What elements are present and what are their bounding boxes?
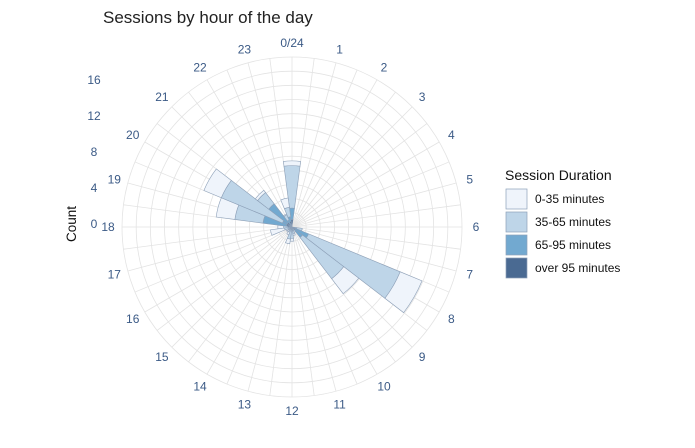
hour-label: 1 bbox=[336, 42, 343, 56]
hour-label: 9 bbox=[419, 350, 426, 364]
legend: Session Duration 0-35 minutes 35-65 minut… bbox=[505, 167, 620, 278]
hour-label: 13 bbox=[238, 398, 252, 412]
grid-spoke bbox=[292, 107, 412, 227]
legend-swatch bbox=[506, 189, 527, 209]
grid-spoke bbox=[292, 162, 449, 227]
grid-spoke bbox=[292, 205, 461, 227]
radial-ticks: 0 4 8 12 16 bbox=[87, 73, 101, 231]
bar-segment bbox=[285, 238, 290, 244]
grid-spoke bbox=[292, 227, 314, 396]
hour-label: 5 bbox=[466, 172, 473, 186]
bars-layer bbox=[204, 161, 422, 313]
bar-segment bbox=[283, 161, 300, 166]
hour-label: 12 bbox=[285, 404, 299, 418]
hour-label: 14 bbox=[193, 379, 207, 393]
bar-segment bbox=[281, 198, 290, 209]
grid-spoke bbox=[145, 227, 292, 312]
hour-label: 22 bbox=[193, 61, 207, 75]
radial-tick-label: 12 bbox=[87, 109, 101, 123]
legend-swatch bbox=[506, 258, 527, 278]
hour-label: 16 bbox=[126, 312, 140, 326]
grid-spoke bbox=[123, 227, 292, 249]
legend-label: 35-65 minutes bbox=[535, 215, 611, 229]
hour-label: 10 bbox=[377, 379, 391, 393]
legend-swatch bbox=[506, 212, 527, 232]
hour-label: 11 bbox=[333, 398, 346, 412]
hour-label: 7 bbox=[466, 268, 473, 282]
grid-spoke bbox=[292, 80, 377, 227]
radial-axis-title: Count bbox=[64, 206, 79, 242]
hour-label: 2 bbox=[381, 61, 388, 75]
grid-spoke bbox=[292, 142, 439, 227]
hour-label: 21 bbox=[155, 90, 169, 104]
grid-spoke bbox=[135, 227, 292, 292]
hour-label: 0/24 bbox=[280, 36, 304, 50]
grid-spoke bbox=[292, 70, 357, 227]
radial-tick-label: 8 bbox=[91, 145, 98, 159]
grid-spoke bbox=[270, 227, 292, 396]
hour-label: 15 bbox=[155, 350, 169, 364]
hour-label: 23 bbox=[238, 42, 252, 56]
hour-label: 6 bbox=[473, 220, 480, 234]
legend-label: 0-35 minutes bbox=[535, 192, 604, 206]
hour-label: 18 bbox=[101, 220, 115, 234]
hour-label: 4 bbox=[448, 128, 455, 142]
radial-tick-label: 16 bbox=[87, 73, 101, 87]
legend-label: 65-95 minutes bbox=[535, 238, 611, 252]
grid-spoke bbox=[172, 227, 292, 347]
legend-swatch bbox=[506, 235, 527, 255]
hour-label: 3 bbox=[419, 90, 426, 104]
hour-label: 19 bbox=[108, 172, 122, 186]
legend-title: Session Duration bbox=[505, 167, 612, 183]
chart-title: Sessions by hour of the day bbox=[103, 8, 313, 27]
radial-tick-label: 4 bbox=[91, 181, 98, 195]
hour-label: 17 bbox=[108, 268, 122, 282]
hour-label: 20 bbox=[126, 128, 140, 142]
radial-tick-label: 0 bbox=[91, 217, 98, 231]
hour-label: 8 bbox=[448, 312, 455, 326]
grid-spoke bbox=[207, 227, 292, 374]
grid-spoke bbox=[227, 227, 292, 384]
legend-label: over 95 minutes bbox=[535, 261, 620, 275]
